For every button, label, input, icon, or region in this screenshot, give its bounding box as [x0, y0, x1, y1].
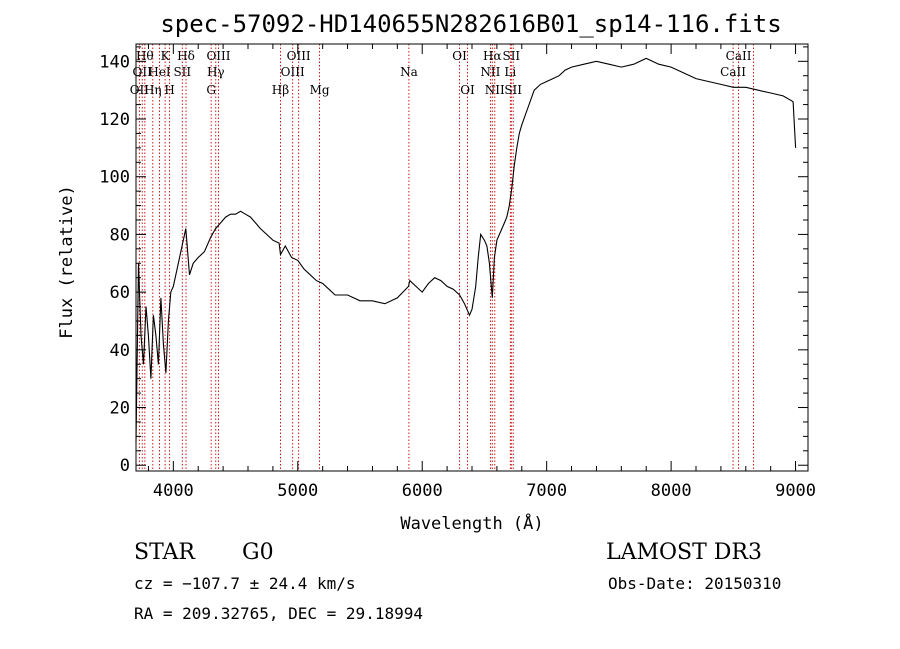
y-tick-label-6: 120 — [99, 110, 130, 130]
line-label-2: Hθ — [136, 49, 154, 63]
spectral-line-labels: OIIOIIHθHηHeIKHSIIHδGHγOIIIHβOIIIOIIIMgN… — [130, 49, 752, 97]
line-label-11: OIII — [206, 49, 230, 63]
y-tick-label-4: 80 — [110, 225, 130, 245]
redshift-cz: cz = −107.7 ± 24.4 km/s — [134, 574, 356, 593]
line-label-16: Na — [400, 65, 418, 79]
line-label-24: SII — [504, 83, 522, 97]
coordinates: RA = 209.32765, DEC = 29.18994 — [134, 604, 423, 623]
x-axis-ticks: 4000 5000 6000 7000 8000 9000 — [147, 44, 816, 501]
y-tick-label-1: 20 — [110, 399, 130, 419]
y-tick-label-5: 100 — [99, 168, 130, 188]
x-axis-label: Wavelength (Å) — [400, 512, 543, 534]
y-tick-label-7: 140 — [99, 52, 130, 72]
line-label-21: NII — [485, 83, 505, 97]
line-label-26: CaII — [726, 49, 752, 63]
line-label-4: HeI — [148, 65, 171, 79]
line-label-14: OIII — [287, 49, 311, 63]
x-tick-label-5: 9000 — [775, 481, 816, 501]
line-label-9: G — [206, 83, 216, 97]
line-label-10: Hγ — [207, 65, 225, 79]
x-tick-label-1: 5000 — [277, 481, 318, 501]
obs-date: Obs-Date: 20150310 — [608, 574, 781, 593]
line-label-19: NII — [480, 65, 500, 79]
y-tick-label-3: 60 — [110, 283, 130, 303]
line-label-7: SII — [173, 65, 191, 79]
survey-name: LAMOST DR3 — [606, 540, 762, 565]
spectrum-line — [135, 57, 797, 443]
plot-frame — [135, 43, 809, 472]
line-label-20: Hα — [483, 49, 502, 63]
line-label-6: H — [164, 83, 174, 97]
x-tick-label-0: 4000 — [153, 481, 194, 501]
line-label-17: OI — [452, 49, 467, 63]
line-label-3: Hη — [144, 83, 162, 97]
object-class: STAR — [134, 540, 196, 565]
line-label-5: K — [161, 49, 171, 63]
y-tick-label-0: 0 — [120, 456, 130, 476]
y-axis-label: Flux (relative) — [57, 185, 77, 339]
x-tick-label-4: 8000 — [651, 481, 692, 501]
y-axis-ticks: 0 20 40 60 80 100 120 140 — [99, 46, 808, 476]
line-label-22: Li — [504, 65, 516, 79]
x-tick-label-2: 6000 — [402, 481, 443, 501]
line-label-18: OI — [460, 83, 475, 97]
line-label-23: SII — [502, 49, 520, 63]
object-subclass: G0 — [242, 540, 274, 565]
x-tick-label-3: 7000 — [526, 481, 567, 501]
line-label-15: Mg — [310, 83, 330, 97]
chart-title: spec-57092-HD140655N282616B01_sp14-116.f… — [160, 10, 781, 38]
line-label-13: OIII — [281, 65, 305, 79]
y-tick-label-2: 40 — [110, 341, 130, 361]
line-label-25: CaII — [720, 65, 746, 79]
spectral-line-markers — [138, 44, 754, 471]
line-label-8: Hδ — [177, 49, 195, 63]
line-label-12: Hβ — [272, 83, 289, 97]
